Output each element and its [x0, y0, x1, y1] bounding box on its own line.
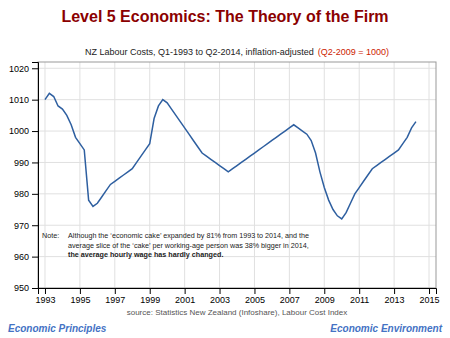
- chart: 1993 1995 1997 1999 2001 2003 2005 2007 2009 2011…: [0, 0, 450, 338]
- y-grid-line: [38, 225, 436, 226]
- y-tick-mark: [32, 194, 38, 195]
- data-line: [45, 93, 416, 219]
- x-grid-line: [44, 62, 45, 288]
- x-tick: 2003: [210, 288, 230, 305]
- x-grid-line: [324, 62, 325, 288]
- y-grid-line: [38, 68, 436, 69]
- x-tick-label: 1995: [70, 295, 90, 305]
- y-tick: 980: [14, 189, 38, 199]
- footer-left: Economic Principles: [8, 323, 107, 334]
- subtitle: NZ Labour Costs, Q1-1993 to Q2-2014, inf…: [85, 47, 314, 57]
- y-tick-mark: [32, 225, 38, 226]
- x-tick-label: 2011: [350, 295, 369, 305]
- x-grid-line: [429, 62, 430, 288]
- y-tick: 960: [14, 252, 38, 262]
- x-grid-line: [359, 62, 360, 288]
- y-tick: 1020: [9, 64, 38, 74]
- y-tick-label: 960: [14, 252, 29, 262]
- x-tick-mark: [429, 288, 430, 294]
- y-tick-mark: [32, 162, 38, 163]
- note-line: the average hourly wage has hardly chang…: [68, 250, 223, 259]
- x-tick: 2001: [175, 288, 195, 305]
- x-tick: 2011: [350, 288, 369, 305]
- x-grid-line: [394, 62, 395, 288]
- x-tick-mark: [115, 288, 116, 294]
- y-tick-mark: [32, 257, 38, 258]
- y-tick-mark: [32, 68, 38, 69]
- y-tick: 970: [14, 221, 38, 231]
- footer-right: Economic Environment: [330, 323, 442, 334]
- y-tick-mark: [32, 131, 38, 132]
- x-tick: 1995: [70, 288, 90, 305]
- y-tick-label: 990: [14, 158, 29, 168]
- x-tick-mark: [80, 288, 81, 294]
- y-axis: 950 960 970 980 990 1000 1010 1020: [9, 63, 39, 294]
- x-tick-mark: [394, 288, 395, 294]
- x-tick-label: 1999: [140, 295, 160, 305]
- x-tick-mark: [150, 288, 151, 294]
- y-tick: 950: [14, 283, 38, 293]
- x-tick-mark: [324, 288, 325, 294]
- x-tick-label: 2003: [210, 295, 230, 305]
- x-tick: 1999: [140, 288, 160, 305]
- x-tick-label: 2007: [280, 295, 300, 305]
- note-line: Although the ‘economic cake’ expanded by…: [68, 231, 309, 240]
- x-tick-mark: [45, 288, 46, 294]
- x-tick-label: 1997: [105, 295, 125, 305]
- note-line: average slice of the ‘cake’ per working-…: [68, 241, 309, 250]
- y-tick-mark: [32, 288, 38, 289]
- grid: [38, 62, 436, 288]
- subtitle-suffix: (Q2-2009 = 1000): [318, 47, 389, 57]
- y-axis-line: [32, 63, 39, 289]
- x-tick-mark: [254, 288, 255, 294]
- x-tick: 2005: [245, 288, 265, 305]
- y-grid-line: [38, 99, 436, 100]
- x-tick: 1993: [35, 288, 55, 305]
- x-tick: 2013: [385, 288, 405, 305]
- subtitle-line: NZ Labour Costs, Q1-1993 to Q2-2014, inf…: [85, 47, 389, 57]
- x-tick: 1997: [105, 288, 125, 305]
- x-tick-label: 1993: [35, 295, 55, 305]
- y-tick-label: 970: [14, 221, 29, 231]
- x-tick-label: 2005: [245, 295, 265, 305]
- x-tick-label: 2015: [420, 295, 440, 305]
- y-tick: 1000: [9, 126, 38, 136]
- y-grid-line: [38, 162, 436, 163]
- x-axis-line: [39, 289, 437, 295]
- plot-area: 1993 1995 1997 1999 2001 2003 2005 2007 2009 2011…: [9, 62, 440, 305]
- y-tick: 1010: [9, 95, 38, 105]
- x-tick: 2009: [315, 288, 335, 305]
- x-grid-line: [254, 62, 255, 288]
- x-tick-mark: [220, 288, 221, 294]
- y-grid-line: [38, 131, 436, 132]
- x-tick-label: 2009: [315, 295, 335, 305]
- note: Note: Although the ‘economic cake’ expand…: [42, 231, 309, 259]
- y-tick-label: 980: [14, 189, 29, 199]
- x-tick-mark: [185, 288, 186, 294]
- x-tick-label: 2013: [385, 295, 405, 305]
- y-tick-label: 1020: [9, 64, 29, 74]
- y-tick-label: 950: [14, 283, 29, 293]
- series-group: [45, 93, 416, 219]
- y-tick-label: 1010: [9, 95, 29, 105]
- y-tick-label: 1000: [9, 126, 29, 136]
- x-axis: 1993 1995 1997 1999 2001 2003 2005 2007 2009 2011…: [35, 288, 439, 305]
- source: source: Statistics New Zealand (Infoshar…: [127, 308, 348, 317]
- y-tick-mark: [32, 100, 38, 101]
- x-tick-label: 2001: [175, 295, 195, 305]
- x-tick-mark: [289, 288, 290, 294]
- title: Level 5 Economics: The Theory of the Fir…: [61, 8, 388, 25]
- plot-frame: [38, 62, 436, 288]
- x-tick: 2015: [420, 288, 440, 305]
- x-tick: 2007: [280, 288, 300, 305]
- x-grid-line: [289, 62, 290, 288]
- x-tick-mark: [359, 288, 360, 294]
- note-label: Note:: [42, 231, 59, 240]
- y-grid-line: [38, 193, 436, 194]
- y-tick: 990: [14, 158, 38, 168]
